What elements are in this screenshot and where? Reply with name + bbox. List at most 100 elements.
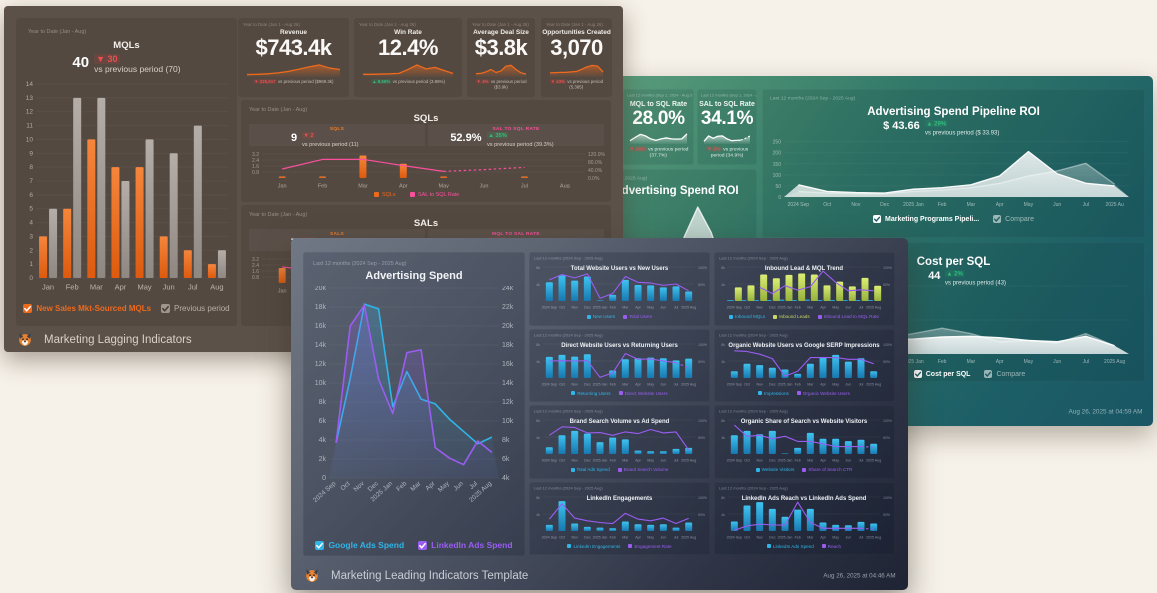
scorecard-header: Year to Date (Jan 1 - Aug 26) (359, 22, 416, 27)
legend-swatch-icon (796, 391, 801, 395)
svg-text:Mar: Mar (622, 382, 629, 386)
small-chart-sc6: Last 12 months (2024 Sep - 2025 Aug) Orga… (713, 405, 895, 479)
panel-title: SALs (413, 218, 439, 229)
svg-text:40.0%: 40.0% (588, 168, 603, 174)
legend-item[interactable]: SAL to SQL Rate (409, 190, 479, 199)
legend-item[interactable]: Share of Search CTR (802, 467, 852, 472)
checkbox-icon[interactable] (23, 304, 33, 313)
checkbox-icon[interactable] (873, 215, 882, 223)
legend-item[interactable]: Brand Search Volume (617, 467, 668, 472)
svg-text:Feb: Feb (610, 382, 616, 386)
legend-item[interactable]: Website Visitors (755, 467, 794, 472)
svg-text:2024 Sep: 2024 Sep (542, 306, 557, 310)
svg-text:4k: 4k (536, 513, 540, 517)
svg-text:Mar: Mar (967, 359, 976, 365)
legend-item[interactable]: Inbound MQLs (729, 314, 765, 319)
advertising-spend-chart: 0 2k 4k 6k 8k 10k 12k 14k 16k 18k 20k 4k 6k 8k 10k 12k 1… (305, 286, 523, 526)
legend-item[interactable]: Total Users (623, 314, 652, 319)
legend-item[interactable]: Total Ads Spend (570, 467, 610, 472)
svg-text:Jun: Jun (660, 306, 666, 310)
svg-text:8k: 8k (319, 399, 327, 406)
svg-text:4k: 4k (502, 475, 510, 482)
svg-text:Jun: Jun (452, 480, 465, 492)
svg-text:10k: 10k (315, 380, 327, 387)
legend-item[interactable]: LinkedIn Ads Spend (418, 540, 513, 550)
legend-item[interactable]: LinkedIn Ads Spend (766, 544, 814, 549)
scorecard-sparkline (703, 129, 751, 144)
checkbox-icon[interactable] (418, 540, 428, 550)
svg-text:May: May (832, 382, 839, 386)
svg-text:Jan: Jan (278, 289, 287, 294)
small-chart-sc5: Last 12 months (2024 Sep - 2025 Aug) Bran… (529, 405, 710, 479)
small-chart-legend: New Users Total Users (529, 314, 710, 319)
svg-text:200: 200 (773, 151, 782, 157)
legend-item[interactable]: Engagement Rate (628, 544, 672, 549)
scorecard-opportunities-created: Year to Date (Jan 1 - Aug 26) Opportuniti… (541, 18, 612, 97)
small-chart-legend: LinkedIn Ads Spend Reach (714, 544, 895, 549)
svg-text:2024 Sep: 2024 Sep (312, 480, 338, 504)
svg-text:2025 Aug: 2025 Aug (681, 459, 696, 463)
sc5-chart: 4k 8k 50% 100% 2024 Sep Oct Nov Dec 2025 Jan Feb M… (531, 418, 708, 466)
panel-title: Advertising Spend (365, 270, 463, 282)
legend-item[interactable]: Cost per SQL (913, 370, 970, 378)
navy-timestamp: Aug 26, 2025 at 04:46 AM (823, 571, 896, 580)
svg-text:Feb: Feb (938, 202, 947, 208)
legend-item[interactable]: Inbound Lead to MQL Rate (817, 314, 879, 319)
svg-text:14k: 14k (502, 380, 514, 387)
svg-text:Jun: Jun (845, 459, 851, 463)
mqls-vs: vs previous period (70) (94, 64, 181, 74)
legend-item[interactable]: Impressions (758, 391, 789, 396)
scorecard-label: Win Rate (394, 29, 422, 36)
svg-text:50%: 50% (698, 436, 705, 440)
svg-text:May: May (832, 306, 839, 310)
pipeline-roi-chart: 0 50 100 150 200 250 2024 Sep Oct Nov Dec 2025 Jan… (768, 133, 1139, 211)
scorecard-vs: vs previous period (5,385) (567, 79, 604, 90)
svg-text:2025 Jan: 2025 Jan (903, 202, 924, 208)
scorecard-label: Average Deal Size (473, 29, 529, 36)
panel-header: Year to Date (Jan - Aug) (28, 28, 87, 35)
legend-label: LinkedIn Engagements (573, 543, 621, 549)
legend-item[interactable]: New Sales Mkt-Sourced MQLs (23, 304, 151, 313)
svg-text:May: May (832, 459, 839, 463)
pipeline-delta: ▲ 29% (924, 120, 948, 127)
checkbox-icon[interactable] (161, 304, 171, 313)
svg-text:8k: 8k (721, 266, 725, 270)
svg-text:22k: 22k (502, 304, 514, 311)
panel-header: Last 12 months (2024 Sep - 2025 Aug) (534, 485, 603, 491)
svg-text:Jul: Jul (674, 459, 679, 463)
svg-text:Oct: Oct (339, 480, 351, 492)
svg-text:Jun: Jun (660, 459, 666, 463)
svg-text:2024 Sep: 2024 Sep (726, 535, 741, 539)
legend-item[interactable]: Google Ads Spend (315, 540, 404, 550)
svg-text:Feb: Feb (610, 459, 616, 463)
legend-item[interactable]: Reach (821, 544, 841, 549)
scorecard-delta: ▼ 43% (549, 79, 567, 84)
svg-text:Nov: Nov (571, 535, 578, 539)
legend-item[interactable]: LinkedIn Engagements (567, 544, 620, 549)
checkbox-icon[interactable] (913, 370, 922, 378)
legend-item[interactable]: Returning Users (571, 391, 611, 396)
legend-item[interactable]: Marketing Programs Pipeli... (873, 215, 979, 223)
legend-item[interactable]: New Users (586, 314, 615, 319)
legend-item[interactable]: Organic Website Users (796, 391, 850, 396)
svg-text:2025 Jan: 2025 Jan (777, 535, 792, 539)
scorecard-delta: ▼ 26% (628, 146, 648, 152)
scorecard-label: MQL to SQL Rate (629, 101, 688, 108)
legend-item[interactable]: Compare (993, 215, 1034, 223)
checkbox-icon[interactable] (984, 370, 993, 378)
scorecard-footer: ▼ 26% vs previous period (37.7%) (625, 146, 691, 158)
legend-item[interactable]: Direct Website Users (618, 391, 668, 396)
legend-item[interactable]: SQLs (373, 190, 402, 199)
small-chart-sc1: Last 12 months (2024 Sep - 2025 Aug) Tota… (529, 252, 710, 326)
legend-item[interactable]: Previous period (161, 304, 230, 313)
checkbox-icon[interactable] (315, 540, 325, 550)
checkbox-icon[interactable] (993, 215, 1002, 223)
svg-text:Nov: Nov (756, 459, 763, 463)
legend-item[interactable]: Compare (984, 370, 1025, 378)
svg-text:50%: 50% (883, 436, 890, 440)
scorecard-label: Opportunities Created (542, 29, 611, 36)
svg-text:Oct: Oct (559, 535, 565, 539)
legend-item[interactable]: Inbound Leads (773, 314, 810, 319)
svg-text:Apr: Apr (424, 480, 437, 493)
svg-text:0.8: 0.8 (252, 275, 259, 281)
